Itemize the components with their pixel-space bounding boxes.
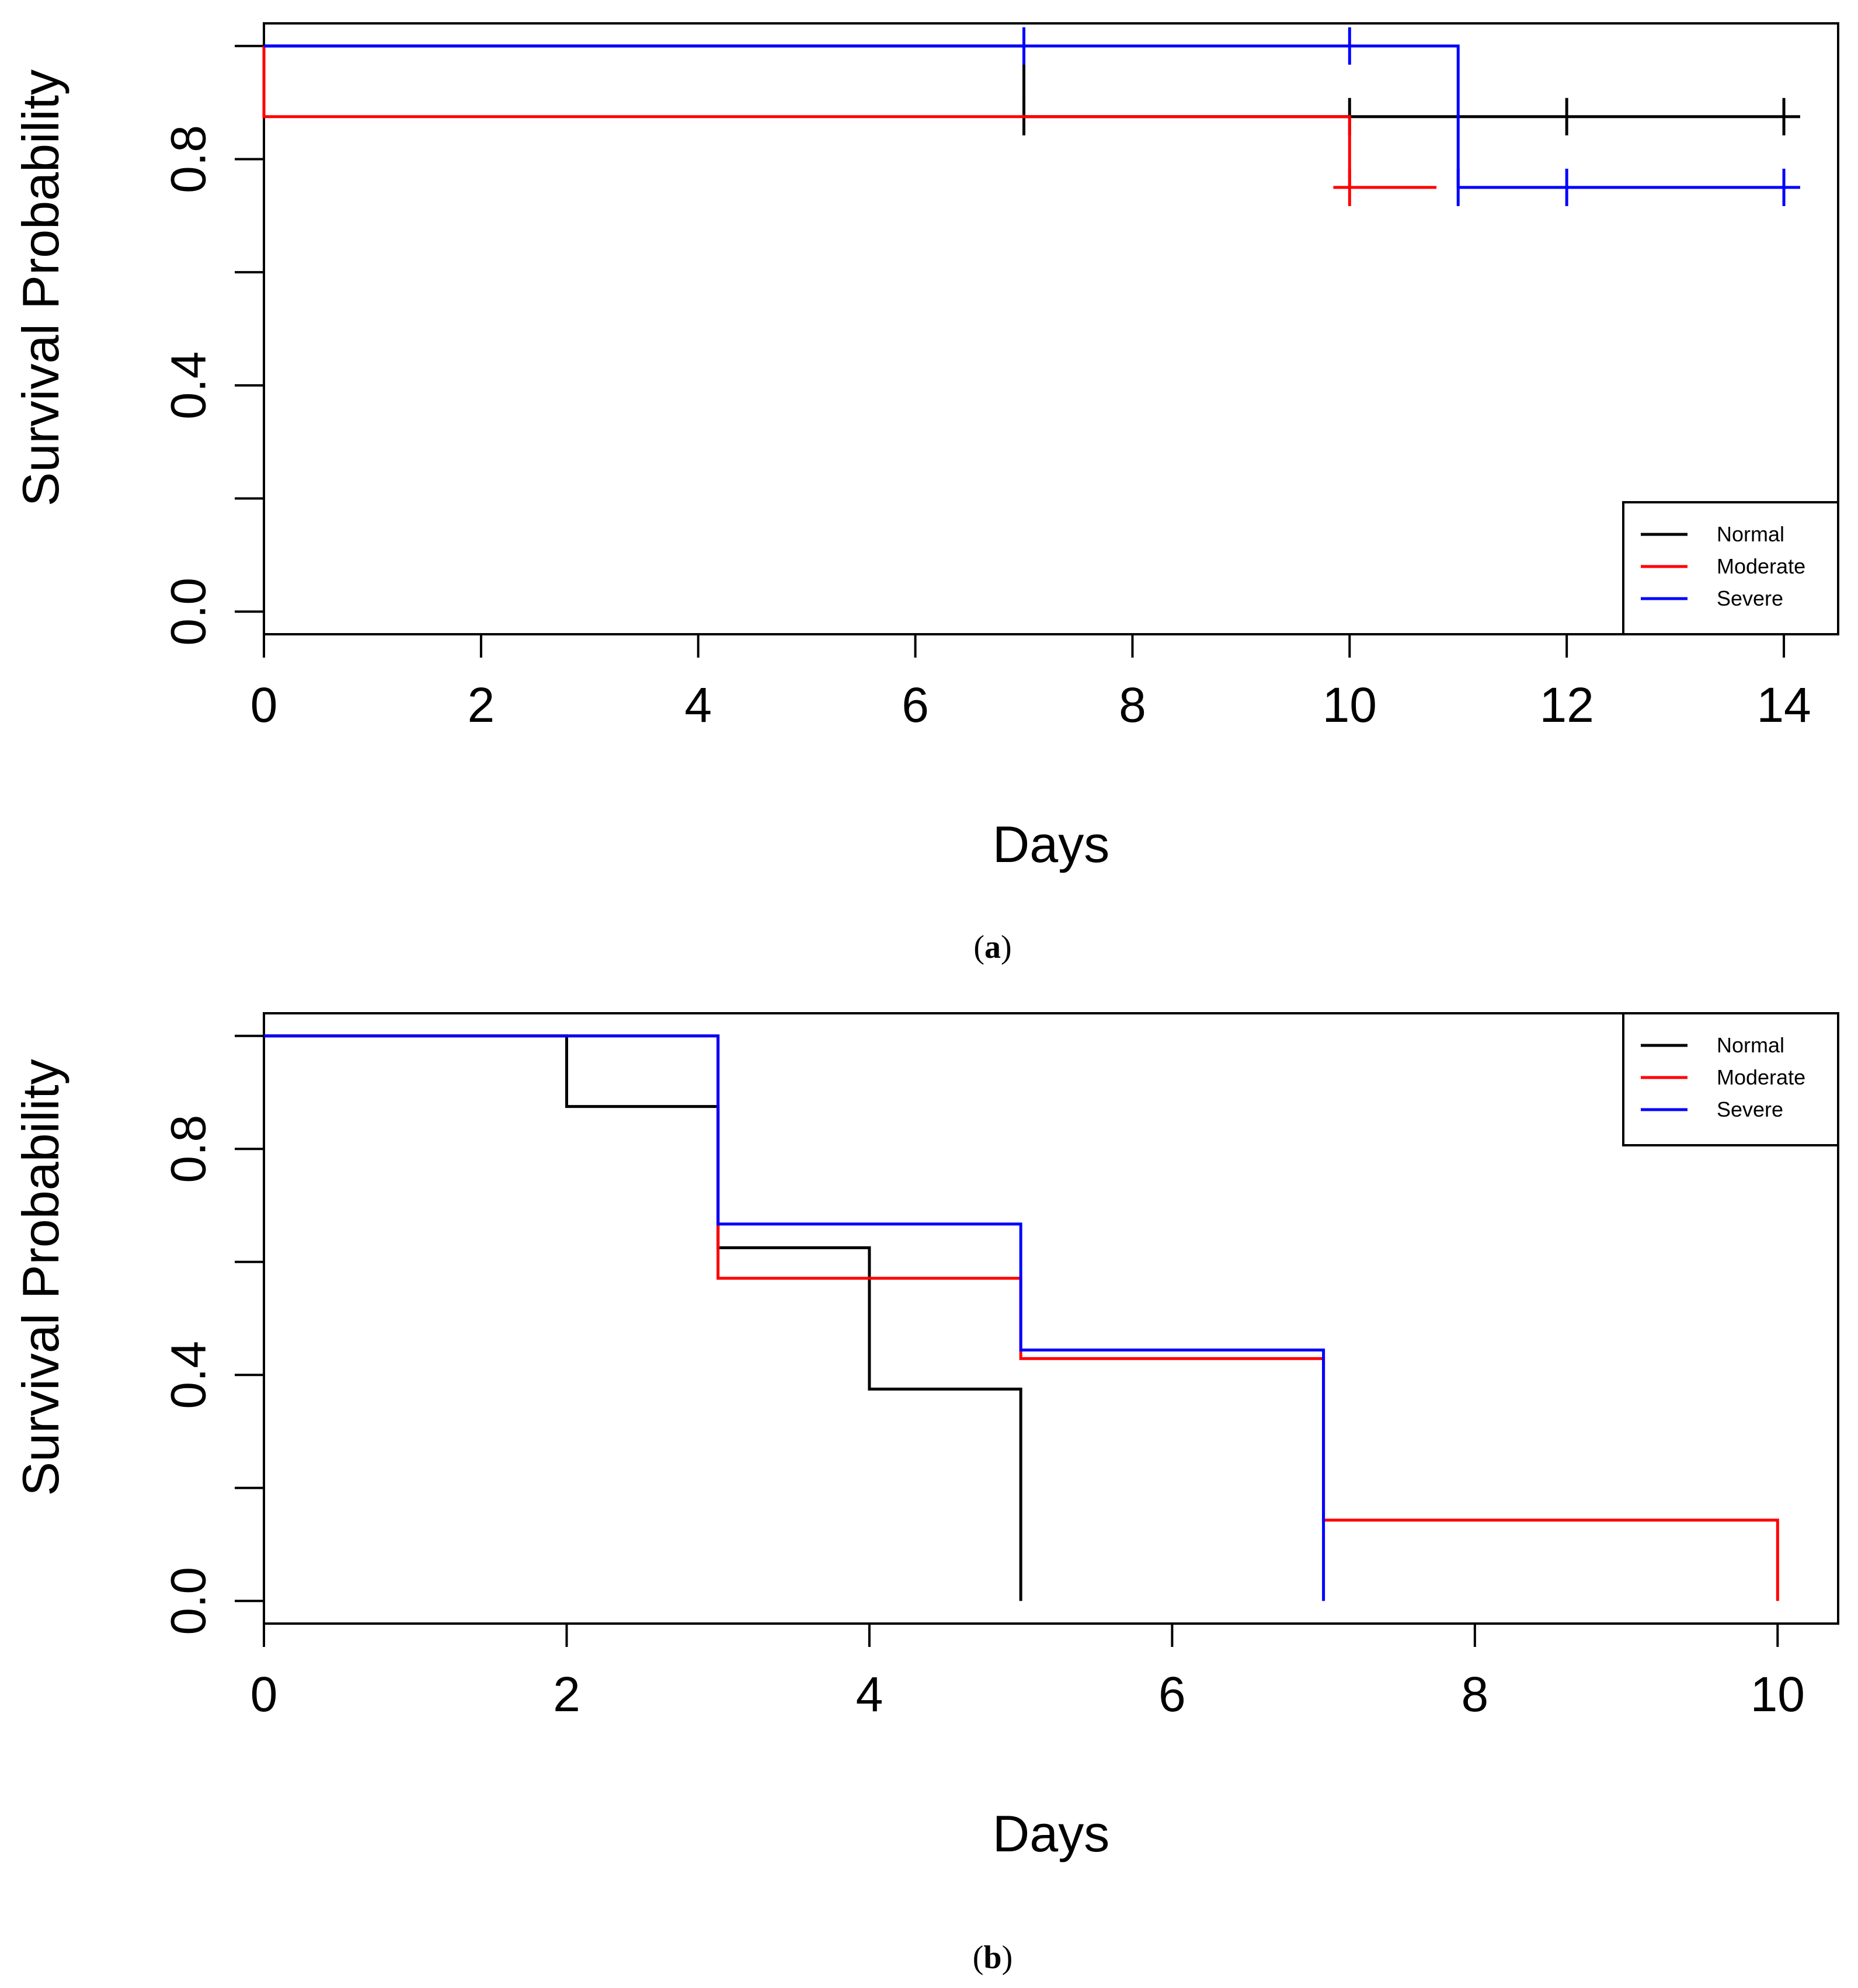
y-axis-label: Survival Probability <box>12 1059 69 1496</box>
x-axis-label: Days <box>993 1805 1110 1862</box>
y-tick-label: 0.8 <box>161 125 215 193</box>
y-tick-label: 0.4 <box>161 351 215 419</box>
caption-letter: a <box>984 929 1001 965</box>
x-tick-label: 14 <box>1756 677 1811 732</box>
x-tick-label: 2 <box>553 1667 580 1722</box>
caption-close-paren: ) <box>1002 1940 1013 1976</box>
x-tick-label: 0 <box>250 677 278 732</box>
x-tick-label: 6 <box>1158 1667 1186 1722</box>
panel-caption: (b) <box>973 1940 1012 1976</box>
y-tick-label: 0.4 <box>161 1341 215 1409</box>
caption-open-paren: ( <box>973 929 984 965</box>
series-line-severe <box>264 44 1800 189</box>
caption-letter: b <box>983 1940 1001 1976</box>
panel-b-chart: 0 2 4 6 8 10 0.0 0.4 0.8 Days Survival Probability… <box>12 1012 1839 1976</box>
legend-label-moderate: Moderate <box>1717 554 1805 578</box>
x-tick-label: 6 <box>902 677 929 732</box>
legend-label-moderate: Moderate <box>1717 1065 1805 1089</box>
y-tick-label: 0.0 <box>161 1567 215 1635</box>
series-line-severe <box>264 1034 1325 1601</box>
series-line-normal <box>264 44 1800 119</box>
series-line-moderate <box>262 46 1437 189</box>
x-tick-label: 2 <box>468 677 495 732</box>
x-axis-label: Days <box>993 815 1110 873</box>
legend-label-severe: Severe <box>1717 586 1783 610</box>
caption-open-paren: ( <box>973 1940 984 1976</box>
x-tick-label: 8 <box>1461 1667 1488 1722</box>
y-tick-label: 0.8 <box>161 1115 215 1183</box>
legend-label-normal: Normal <box>1717 522 1784 546</box>
x-tick-label: 4 <box>684 677 712 732</box>
x-tick-label: 0 <box>250 1667 278 1722</box>
panel-caption: (a) <box>973 929 1011 965</box>
panel-a-chart: 0 2 4 6 8 10 12 14 0.0 0.4 0.8 Days Survival Probabi… <box>12 22 1839 965</box>
legend-box <box>1622 501 1839 635</box>
plot-frame <box>263 22 1839 635</box>
caption-close-paren: ) <box>1001 929 1012 965</box>
series-line-normal <box>264 1034 1022 1601</box>
x-tick-label: 10 <box>1323 677 1377 732</box>
y-tick-label: 0.0 <box>161 578 215 646</box>
x-tick-label: 8 <box>1119 677 1146 732</box>
x-tick-label: 10 <box>1751 1667 1805 1722</box>
y-axis-label: Survival Probability <box>12 69 69 506</box>
legend-box <box>1622 1012 1839 1146</box>
x-tick-label: 12 <box>1539 677 1593 732</box>
legend-label-severe: Severe <box>1717 1097 1783 1121</box>
legend-label-normal: Normal <box>1717 1033 1784 1057</box>
plot-frame <box>263 1012 1839 1625</box>
x-tick-label: 4 <box>856 1667 883 1722</box>
